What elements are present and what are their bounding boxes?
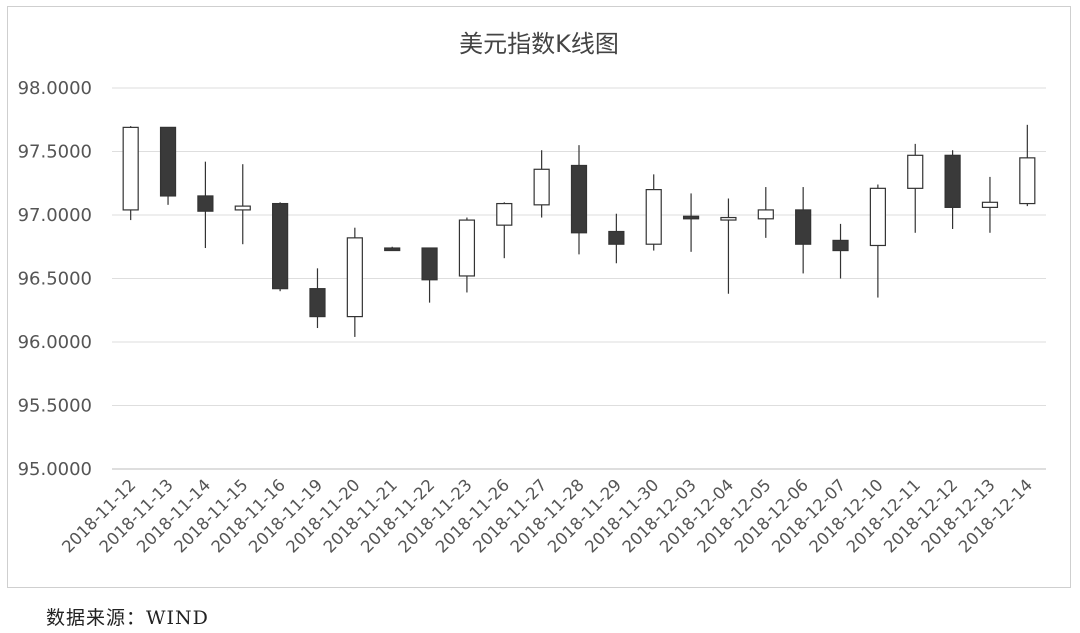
candle xyxy=(907,143,924,233)
candle xyxy=(795,187,812,274)
candles xyxy=(122,124,1036,337)
candle xyxy=(272,202,289,292)
candle xyxy=(309,268,326,329)
candle-body-down xyxy=(159,126,177,197)
candle-body-up xyxy=(720,216,737,221)
candle xyxy=(720,198,737,294)
candle-body-down xyxy=(272,202,289,290)
candle-body-down xyxy=(570,164,588,234)
candle-body-up xyxy=(1019,157,1036,205)
source-note: 数据来源：WIND xyxy=(46,607,209,629)
candle-body-up xyxy=(496,202,513,226)
candle xyxy=(421,247,438,303)
candle-body-up xyxy=(907,154,924,189)
candle xyxy=(832,223,849,279)
candle-body-down xyxy=(421,247,438,281)
chart-title: 美元指数K线图 xyxy=(459,30,619,58)
candle-body-up xyxy=(869,187,886,247)
y-tick-label: 96.0000 xyxy=(18,332,92,353)
candle xyxy=(496,202,513,259)
candle xyxy=(122,126,139,221)
candle-body-up xyxy=(645,189,662,245)
candle-body-up xyxy=(757,209,774,220)
candle-body-down xyxy=(384,247,401,252)
candle xyxy=(645,174,662,251)
candle xyxy=(234,164,251,245)
gridlines xyxy=(112,87,1046,470)
candle xyxy=(570,145,588,255)
candle xyxy=(384,246,401,252)
candle xyxy=(533,150,550,218)
candle xyxy=(159,126,177,205)
candle-body-up xyxy=(533,168,550,206)
y-tick-label: 97.5000 xyxy=(18,142,92,163)
candle-body-up xyxy=(346,237,363,318)
y-tick-label: 98.0000 xyxy=(18,78,92,99)
candle xyxy=(1019,124,1036,207)
candle xyxy=(757,187,774,238)
y-axis-tick-labels: 98.0000 97.5000 97.0000 96.5000 96.0000 95.50… xyxy=(18,78,92,480)
candle-body-down xyxy=(309,288,326,318)
candle-body-down xyxy=(795,209,812,245)
y-tick-label: 96.5000 xyxy=(18,269,92,290)
y-tick-label: 95.0000 xyxy=(18,459,92,480)
candle xyxy=(346,227,363,337)
candle xyxy=(682,193,700,252)
candle-body-up xyxy=(122,126,139,211)
candle-body-up xyxy=(458,219,476,277)
candle-body-down xyxy=(682,215,700,220)
candle-body-down xyxy=(608,230,625,245)
chart-frame xyxy=(7,6,1071,588)
candle-body-up xyxy=(234,205,251,211)
y-tick-label: 97.0000 xyxy=(18,205,92,226)
candle-body-up xyxy=(981,201,999,208)
candle xyxy=(197,161,214,249)
x-axis-tick-labels: 2018-11-122018-11-132018-11-142018-11-15… xyxy=(58,475,1036,556)
candle xyxy=(869,184,886,298)
y-tick-label: 95.5000 xyxy=(18,396,92,417)
candle xyxy=(608,213,625,264)
candle xyxy=(944,150,961,229)
candle xyxy=(458,217,476,293)
candle-body-down xyxy=(197,195,214,212)
candle xyxy=(981,176,999,233)
candle-body-down xyxy=(944,154,961,208)
candle-body-down xyxy=(832,239,849,252)
